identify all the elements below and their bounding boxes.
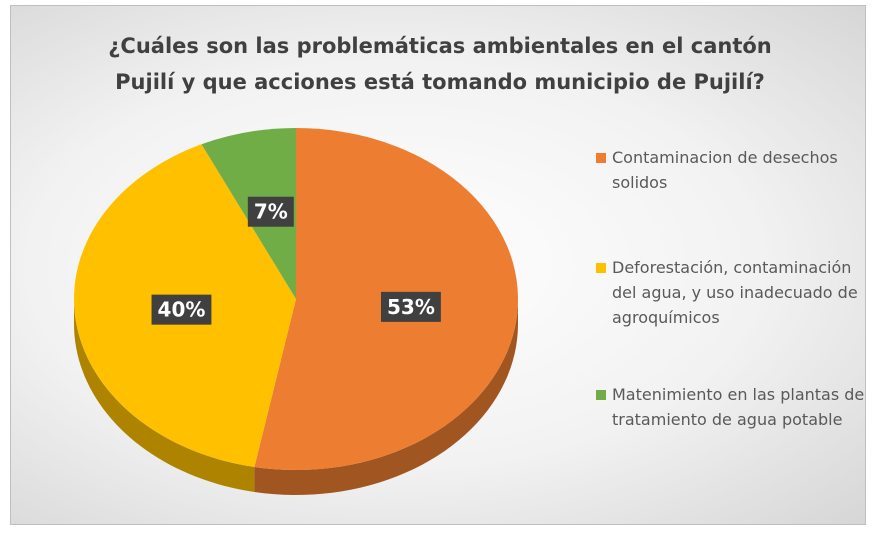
data-label-box [247, 196, 294, 227]
data-label-box [151, 294, 212, 325]
data-label-group: 7% [247, 196, 294, 227]
legend-item: Matenimiento en las plantas de tratamien… [596, 382, 868, 432]
legend-swatch [596, 390, 606, 400]
data-label-group: 40% [151, 294, 212, 325]
legend-label: Deforestación, contaminación del agua, y… [612, 258, 858, 327]
data-label: 7% [254, 200, 288, 224]
legend-swatch [596, 263, 606, 273]
legend-item: Contaminacion de desechos solidos [596, 145, 868, 195]
data-label-box [380, 291, 441, 322]
slice-side [254, 299, 518, 495]
slice-side [74, 299, 255, 492]
legend-item: Deforestación, contaminación del agua, y… [596, 255, 868, 330]
legend-label: Contaminacion de desechos solidos [612, 148, 838, 192]
legend-swatch [596, 153, 606, 163]
chart-title: ¿Cuáles son las problemáticas ambientale… [108, 34, 772, 94]
data-label: 40% [158, 298, 206, 322]
legend-label: Matenimiento en las plantas de tratamien… [612, 385, 865, 429]
data-label: 53% [387, 295, 435, 319]
data-label-group: 53% [380, 291, 441, 322]
